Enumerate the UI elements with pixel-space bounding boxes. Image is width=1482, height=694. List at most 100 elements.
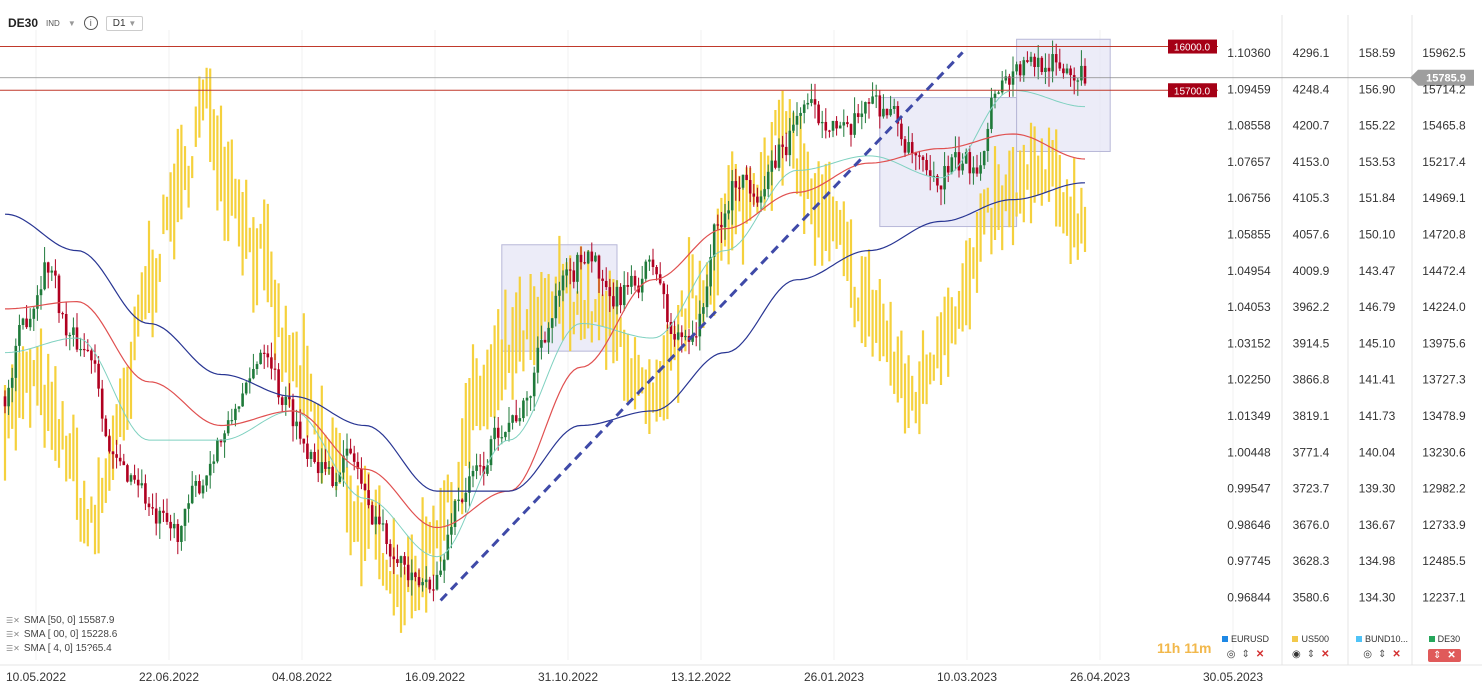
candle-body	[669, 322, 673, 334]
candle-body	[972, 167, 975, 174]
price-tick-label: 145.10	[1359, 336, 1396, 350]
instrument-eurusd[interactable]: EURUSD ◎ ⇕ ✕	[1222, 634, 1269, 660]
reorder-icon[interactable]: ⇕	[1306, 649, 1316, 660]
candle-body	[1065, 68, 1069, 74]
close-icon[interactable]: ✕	[1392, 649, 1401, 660]
reorder-icon[interactable]: ⇕	[1241, 649, 1250, 660]
color-swatch	[1292, 636, 1299, 642]
candle-body	[914, 153, 918, 156]
legend-row[interactable]: ☰✕ SMA [ 00, 0] 15228.6	[6, 628, 117, 642]
price-tick-label: 3580.6	[1293, 591, 1330, 605]
price-tick-label: 13727.3	[1422, 373, 1466, 387]
candle-body	[399, 556, 403, 564]
candle-body	[392, 556, 396, 560]
candle-body	[820, 121, 824, 124]
candle-body	[612, 296, 615, 307]
candle-body	[774, 160, 777, 168]
close-icon[interactable]: ✕	[1255, 649, 1265, 660]
price-tick-label: 141.41	[1359, 373, 1396, 387]
instrument-bund10[interactable]: BUND10... ◎ ⇕ ✕	[1356, 634, 1408, 660]
candle-body	[478, 465, 482, 467]
symbol-name[interactable]: DE30	[8, 16, 39, 30]
candle-body	[1076, 80, 1080, 82]
sma-line	[5, 133, 1086, 529]
candle-body	[867, 102, 871, 104]
candle-body	[568, 269, 572, 271]
price-tick-label: 15465.8	[1422, 119, 1466, 133]
settings-icon[interactable]: ☰✕	[6, 630, 20, 639]
price-tick-label: 13975.6	[1422, 336, 1466, 350]
candle-body	[403, 556, 406, 565]
candle-body	[414, 572, 417, 578]
candle-body	[381, 523, 385, 525]
eye-icon[interactable]: ◎	[1226, 649, 1236, 660]
candle-body	[266, 353, 270, 358]
reorder-icon[interactable]: ⇕	[1377, 649, 1387, 660]
de30-candles	[3, 40, 1087, 602]
candle-body	[990, 97, 993, 129]
candle-body	[550, 318, 554, 328]
price-tick-label: 12485.5	[1422, 554, 1466, 568]
candle-body	[1069, 68, 1072, 76]
candle-body	[1062, 68, 1065, 74]
candle-body	[946, 166, 950, 173]
price-tick-label: 12982.2	[1422, 482, 1466, 496]
candle-body	[702, 307, 705, 314]
candle-body	[360, 468, 363, 484]
candle-body	[424, 579, 428, 583]
timeframe-select[interactable]: D1 ▼	[105, 15, 144, 31]
consolidation-boxes	[501, 38, 1111, 352]
price-tick-label: 1.01349	[1227, 409, 1271, 423]
settings-icon[interactable]: ☰✕	[6, 616, 20, 625]
instrument-name: DE30	[1437, 634, 1461, 644]
price-tick-label: 14472.4	[1422, 264, 1466, 278]
candle-body	[709, 256, 712, 287]
candle-body	[842, 122, 846, 126]
instrument-us500[interactable]: US500 ◉ ⇕ ✕	[1292, 634, 1330, 660]
candle-body	[720, 224, 723, 228]
candle-body	[889, 109, 892, 116]
candle-body	[547, 327, 550, 343]
candle-body	[288, 396, 291, 400]
candle-body	[813, 99, 817, 105]
trendline[interactable]	[439, 51, 964, 602]
timeframe-value: D1	[112, 17, 126, 29]
candle-body	[741, 174, 745, 188]
candle-body	[295, 421, 298, 427]
current-price-label: 15785.9	[1426, 73, 1466, 85]
date-tick-label: 31.10.2022	[538, 670, 598, 684]
candle-body	[738, 187, 741, 189]
candle-body	[453, 500, 457, 527]
candle-body	[97, 363, 100, 389]
price-tick-label: 134.98	[1359, 554, 1396, 568]
candle-body	[169, 521, 172, 529]
horizontal-levels[interactable]: 16000.0 15700.0 15785.9	[0, 39, 1474, 98]
legend-row[interactable]: ☰✕ SMA [50, 0] 15587.9	[6, 614, 117, 628]
eye-icon[interactable]: ◎	[1363, 649, 1372, 660]
eye-icon[interactable]: ◉	[1292, 649, 1301, 660]
chevron-down-icon[interactable]: ▼	[67, 18, 76, 28]
candle-body	[781, 144, 784, 147]
instrument-de30[interactable]: DE30 ⇕ ✕	[1428, 634, 1461, 662]
close-icon[interactable]: ✕	[1447, 650, 1456, 661]
candle-body	[1000, 80, 1004, 93]
candle-body	[136, 479, 140, 486]
candle-countdown: 11h 11m	[1157, 640, 1212, 656]
candle-body	[698, 313, 702, 337]
candle-body	[1080, 65, 1083, 81]
price-tick-label: 15962.5	[1422, 46, 1466, 60]
candle-body	[1004, 76, 1008, 81]
adjust-icon[interactable]: ⇕	[1433, 650, 1442, 661]
candle-body	[133, 475, 136, 480]
settings-icon[interactable]: ☰✕	[6, 644, 20, 653]
candle-body	[543, 339, 547, 343]
candle-body	[849, 124, 853, 135]
candle-body	[504, 431, 507, 438]
candle-body	[349, 448, 352, 454]
info-icon[interactable]: i	[83, 16, 98, 30]
candle-body	[792, 124, 795, 131]
close-icon[interactable]: ✕	[1321, 649, 1330, 660]
legend-row[interactable]: ☰✕ SMA [ 4, 0] 15?65.4	[6, 642, 117, 656]
candle-body	[151, 507, 154, 509]
